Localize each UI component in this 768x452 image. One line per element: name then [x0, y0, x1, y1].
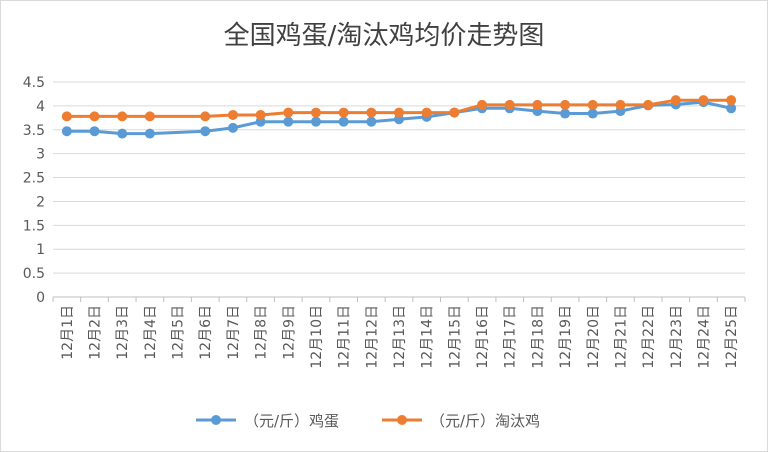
y-tick-label: 3.5	[23, 123, 45, 139]
y-tick-label: 4.5	[23, 75, 45, 91]
x-tick-label: 12月16日	[475, 305, 491, 369]
data-point	[310, 116, 321, 127]
x-tick-label: 12月5日	[171, 305, 187, 360]
data-point	[615, 99, 626, 110]
data-point	[449, 107, 460, 118]
x-axis-ticks: 12月1日 12月2日 12月3日 12月4日 12月5日 12月6日 12月7日 12月8日…	[52, 297, 746, 369]
legend-swatch-marker	[397, 415, 407, 425]
data-point	[89, 111, 100, 122]
y-tick-label: 4	[36, 99, 45, 115]
legend: （元/斤）鸡蛋 （元/斤）淘汰鸡	[196, 412, 540, 430]
legend-swatch-marker	[211, 415, 221, 425]
x-tick-label: 12月11日	[337, 305, 353, 369]
data-point	[283, 107, 294, 118]
chart-title: 全国鸡蛋/淘汰鸡均价走势图	[224, 21, 545, 51]
x-tick-label: 12月13日	[392, 305, 408, 369]
data-point	[560, 108, 571, 119]
data-point	[477, 99, 488, 110]
y-tick-label: 1	[36, 242, 45, 258]
data-point	[587, 108, 598, 119]
data-point	[227, 122, 238, 133]
x-tick-label: 12月1日	[60, 305, 76, 360]
x-tick-label: 12月24日	[696, 305, 712, 369]
series-layer	[61, 95, 737, 139]
data-point	[338, 116, 349, 127]
x-tick-label: 12月8日	[254, 305, 270, 360]
data-point	[144, 111, 155, 122]
data-point	[227, 109, 238, 120]
legend-label: （元/斤）鸡蛋	[244, 412, 339, 430]
data-point	[532, 99, 543, 110]
y-tick-label: 0	[36, 290, 45, 306]
data-point	[698, 95, 709, 106]
x-tick-label: 12月6日	[198, 305, 214, 360]
data-point	[338, 107, 349, 118]
legend-label: （元/斤）淘汰鸡	[430, 412, 540, 430]
data-point	[144, 128, 155, 139]
y-tick-label: 2.5	[23, 171, 45, 187]
x-tick-label: 12月21日	[613, 305, 629, 369]
data-point	[255, 109, 266, 120]
data-point	[366, 116, 377, 127]
x-tick-label: 12月14日	[420, 305, 436, 369]
data-point	[726, 95, 737, 106]
data-point	[421, 107, 432, 118]
data-point	[283, 116, 294, 127]
x-tick-label: 12月4日	[143, 305, 159, 360]
data-point	[310, 107, 321, 118]
data-point	[117, 128, 128, 139]
y-axis-ticks: 0 0.5 1 1.5 2 2.5 3 3.5 4 4.5	[23, 75, 45, 306]
x-tick-label: 12月18日	[530, 305, 546, 369]
data-point	[560, 99, 571, 110]
data-point	[670, 95, 681, 106]
data-point	[587, 99, 598, 110]
data-point	[726, 103, 737, 114]
x-tick-label: 12月10日	[309, 305, 325, 369]
x-tick-label: 12月20日	[586, 305, 602, 369]
data-point	[366, 107, 377, 118]
legend-item: （元/斤）鸡蛋	[196, 412, 339, 430]
data-point	[200, 111, 211, 122]
data-point	[61, 126, 72, 137]
x-tick-label: 12月22日	[641, 305, 657, 369]
data-point	[394, 107, 404, 118]
data-point	[643, 99, 654, 110]
y-tick-label: 3	[36, 147, 45, 163]
gridlines	[53, 81, 745, 298]
legend-item: （元/斤）淘汰鸡	[382, 412, 540, 430]
data-point	[200, 126, 211, 137]
y-tick-label: 2	[36, 194, 45, 210]
data-point	[504, 99, 515, 110]
x-tick-label: 12月25日	[724, 305, 740, 369]
x-tick-label: 12月9日	[281, 305, 297, 360]
x-tick-label: 12月12日	[364, 305, 380, 369]
x-tick-label: 12月15日	[447, 305, 463, 369]
x-tick-label: 12月3日	[115, 305, 131, 360]
y-tick-label: 1.5	[23, 218, 45, 234]
data-point	[117, 111, 128, 122]
data-point	[61, 111, 72, 122]
x-tick-label: 12月7日	[226, 305, 242, 360]
x-tick-label: 12月17日	[503, 305, 519, 369]
x-tick-label: 12月2日	[88, 305, 104, 360]
y-tick-label: 0.5	[23, 266, 45, 282]
data-point	[89, 126, 100, 137]
x-tick-label: 12月23日	[669, 305, 685, 369]
x-tick-label: 12月19日	[558, 305, 574, 369]
series-2	[61, 95, 737, 122]
